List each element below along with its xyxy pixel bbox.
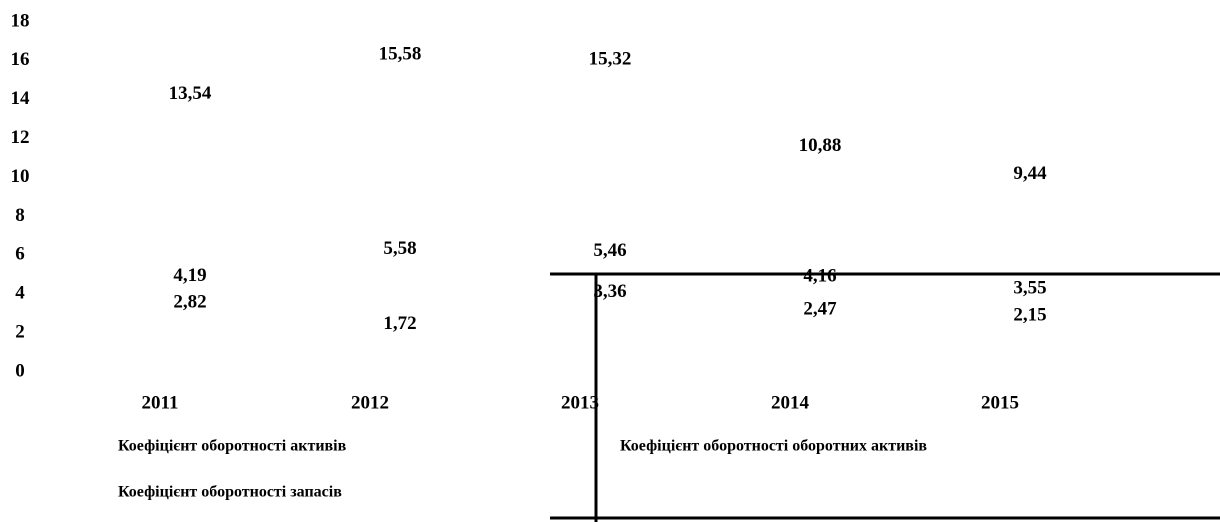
data-label: 1,72 [383,313,416,334]
y-tick-label: 4 [15,283,25,304]
y-tick-label: 0 [15,360,25,381]
y-tick-label: 8 [15,205,25,226]
y-tick-label: 16 [11,49,30,70]
x-tick-label: 2013 [561,392,599,413]
legend-label: Коефіцієнт оборотності запасів [118,484,342,501]
data-label: 9,44 [1013,163,1047,184]
data-label: 2,47 [803,298,837,319]
data-label: 4,16 [803,265,836,286]
y-tick-label: 18 [11,10,30,31]
y-tick-label: 14 [11,88,31,109]
series-line [159,305,1001,340]
data-label: 2,82 [173,292,206,313]
legend-label: Коефіцієнт оборотності активів [118,438,347,455]
data-label: 2,15 [1013,305,1046,326]
y-tick-label: 12 [11,127,30,148]
x-tick-label: 2014 [771,392,810,413]
data-label: 15,58 [379,43,422,64]
data-label: 15,32 [589,48,632,69]
x-tick-label: 2015 [981,392,1019,413]
data-label: 3,36 [593,281,626,302]
data-label: 5,58 [383,238,416,259]
data-label: 4,19 [173,265,206,286]
data-label: 13,54 [169,83,212,104]
data-label: 10,88 [799,135,842,156]
legend-label: Коефіцієнт оборотності оборотних активів [620,438,927,455]
y-tick-label: 6 [15,244,25,265]
series-line [159,262,1001,304]
y-tick-label: 2 [15,321,25,342]
series-line [159,68,1001,190]
data-label: 3,55 [1013,277,1046,298]
x-tick-label: 2011 [142,392,179,413]
data-label: 5,46 [593,240,626,261]
y-tick-label: 10 [11,166,30,187]
x-tick-label: 2012 [351,392,389,413]
